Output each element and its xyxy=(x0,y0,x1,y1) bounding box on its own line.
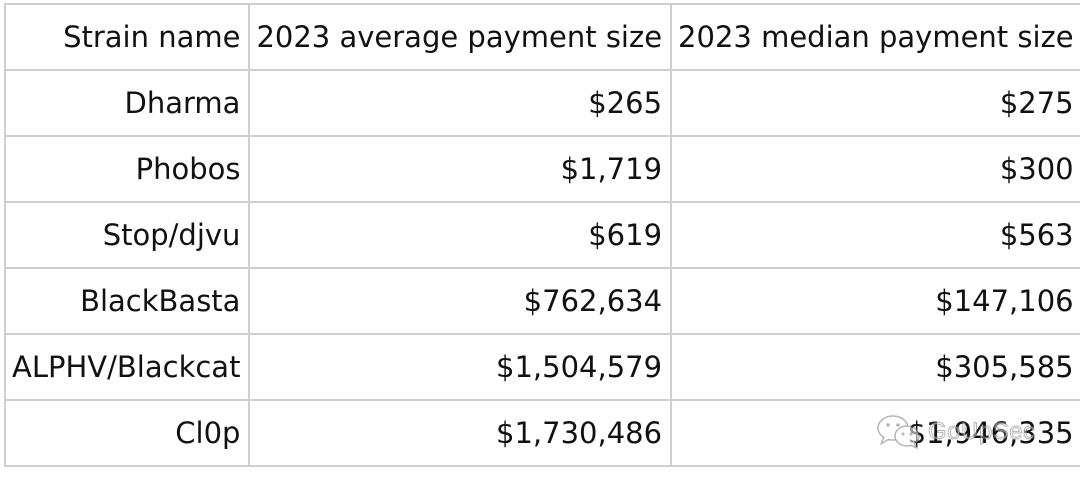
average-payment-cell: $1,719 xyxy=(248,135,673,203)
header-row: Strain name 2023 average payment size 20… xyxy=(3,3,1080,71)
strain-name-cell: Cl0p xyxy=(3,399,251,467)
strain-name-cell: Stop/djvu xyxy=(3,201,251,269)
table-row: Phobos $1,719 $300 xyxy=(3,135,1080,203)
header-average-payment: 2023 average payment size xyxy=(248,3,673,71)
header-median-payment: 2023 median payment size xyxy=(670,3,1080,71)
table-row: Cl0p $1,730,486 $1,946,335 xyxy=(3,399,1080,467)
median-payment-cell: $305,585 xyxy=(670,333,1080,401)
strain-name-cell: Dharma xyxy=(3,69,251,137)
header-strain-name: Strain name xyxy=(3,3,251,71)
median-payment-cell: $563 xyxy=(670,201,1080,269)
table-row: Stop/djvu $619 $563 xyxy=(3,201,1080,269)
median-payment-cell: $275 xyxy=(670,69,1080,137)
average-payment-cell: $265 xyxy=(248,69,673,137)
median-payment-cell: $300 xyxy=(670,135,1080,203)
average-payment-cell: $1,730,486 xyxy=(248,399,673,467)
table-row: Dharma $265 $275 xyxy=(3,69,1080,137)
average-payment-cell: $1,504,579 xyxy=(248,333,673,401)
ransomware-payment-table: Strain name 2023 average payment size 20… xyxy=(3,3,1080,467)
average-payment-cell: $762,634 xyxy=(248,267,673,335)
strain-name-cell: ALPHV/Blackcat xyxy=(3,333,251,401)
table-row: ALPHV/Blackcat $1,504,579 $305,585 xyxy=(3,333,1080,401)
strain-name-cell: Phobos xyxy=(3,135,251,203)
median-payment-cell: $1,946,335 xyxy=(670,399,1080,467)
strain-name-cell: BlackBasta xyxy=(3,267,251,335)
average-payment-cell: $619 xyxy=(248,201,673,269)
table-row: BlackBasta $762,634 $147,106 xyxy=(3,267,1080,335)
median-payment-cell: $147,106 xyxy=(670,267,1080,335)
